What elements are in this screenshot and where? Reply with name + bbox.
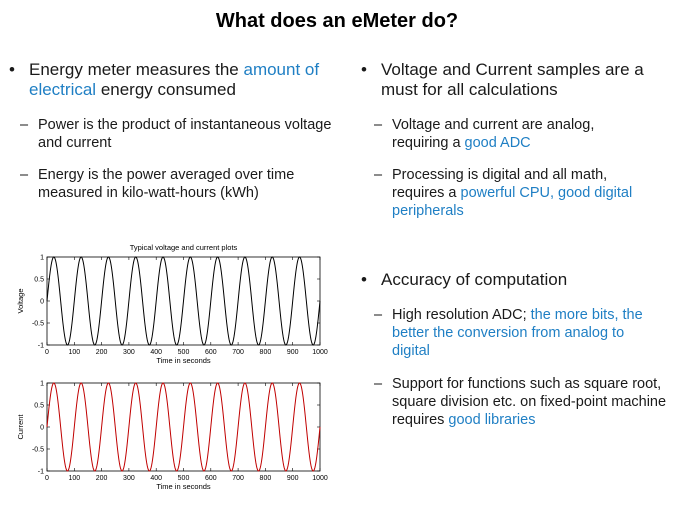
bullet-text-end: energy consumed [96,80,236,99]
bullet-samples: • Voltage and Current samples are a must… [361,60,656,100]
x-tick-label: 700 [232,475,244,482]
y-tick-label: -0.5 [32,321,44,328]
sub-bullet-functions: – Support for functions such as square r… [374,375,667,429]
x-tick-label: 800 [260,349,272,356]
sub-text: Support for functions such as square roo… [392,376,667,428]
series-line-voltage [46,256,321,346]
sub-text: Voltage and current are analog, requirin… [392,117,595,151]
y-axis-label: Current [16,414,25,440]
sub-dash: – [374,117,383,133]
sub-dash: – [374,307,383,323]
x-tick-label: 500 [178,475,190,482]
bullet-highlight: amount of electrical [29,60,320,99]
sub-highlight: good libraries [448,412,536,428]
y-tick-label: 0.5 [34,277,44,284]
x-tick-label: 100 [68,475,80,482]
sub-text: High resolution ADC; [392,307,531,323]
bullet-dot: • [361,270,367,289]
sub-bullet-resolution: – High resolution ADC; the more bits, th… [374,306,657,360]
chart-voltage: Typical voltage and current plots 0 100 200… [16,243,328,365]
x-tick-label: 300 [123,349,135,356]
y-axis-label: Voltage [16,288,25,313]
sub-bullet-power: – Power is the product of instantaneous … [20,116,338,152]
x-tick-label: 1000 [312,475,328,482]
sub-highlight: powerful CPU, good digital peripherals [392,185,633,219]
x-tick-label: 200 [96,475,108,482]
y-tick-label: 1 [40,255,44,262]
x-tick-label: 500 [178,349,190,356]
sub-bullet-analog: – Voltage and current are analog, requir… [374,116,642,152]
sub-dash: – [374,376,383,392]
x-tick-label: 600 [205,475,217,482]
chart-title: Typical voltage and current plots [130,243,238,252]
y-tick-label: 0.5 [34,403,44,410]
bullet-text: Energy meter measures the [29,60,244,79]
bullet-dot: • [361,60,367,79]
bullet-text: Voltage and Current samples are a must f… [381,60,644,99]
y-tick-label: -1 [38,469,44,476]
y-tick-label: -1 [38,343,44,350]
x-axis-label: Time in seconds [156,482,211,491]
x-axis-label: Time in seconds [156,356,211,365]
bullet-dot: • [9,60,15,79]
x-tick-label: 400 [150,475,162,482]
x-tick-label: 0 [45,349,49,356]
sub-text: Processing is digital and all math, requ… [392,167,608,201]
sub-highlight: good ADC [464,135,531,151]
y-tick-label: 0 [40,299,44,306]
sub-highlight: the more bits, the better the conversion… [392,307,643,359]
x-tick-label: 100 [68,349,80,356]
x-tick-label: 0 [45,475,49,482]
x-tick-label: 300 [123,475,135,482]
slide-title: What does an eMeter do? [215,10,459,32]
y-tick-label: 1 [40,381,44,388]
bullet-accuracy: • Accuracy of computation [361,270,656,290]
x-tick-label: 800 [260,475,272,482]
sub-dash: – [20,117,29,133]
x-tick-label: 900 [287,475,299,482]
series-line-current [46,382,321,472]
chart-current: 0 100 200 300 400 500 600 700 800 900 1000 1 0.5 0 -0.… [16,381,328,492]
bullet-text: Accuracy of computation [381,270,568,289]
sub-text: Energy is the power averaged over time m… [38,167,295,201]
x-tick-label: 900 [287,349,299,356]
sub-dash: – [374,167,383,183]
sub-dash: – [20,167,29,183]
x-tick-label: 700 [232,349,244,356]
y-tick-label: -0.5 [32,447,44,454]
sub-bullet-energy: – Energy is the power averaged over time… [20,166,343,202]
bullet-energy-meter: • Energy meter measures the amount of el… [9,60,354,100]
y-tick-label: 0 [40,425,44,432]
x-tick-label: 600 [205,349,217,356]
x-tick-label: 400 [150,349,162,356]
x-tick-label: 1000 [312,349,328,356]
sub-bullet-processing: – Processing is digital and all math, re… [374,166,652,220]
x-tick-label: 200 [96,349,108,356]
sub-text: Power is the product of instantaneous vo… [38,117,332,151]
